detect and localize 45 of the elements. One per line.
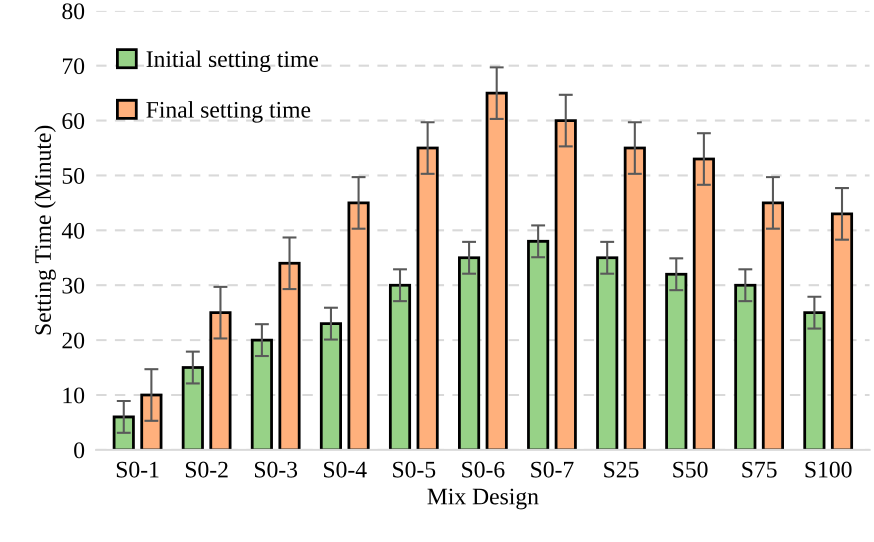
y-tick-label: 50 (62, 168, 84, 184)
y-tick-label: 30 (62, 278, 84, 294)
legend-label: Final setting time (146, 101, 310, 123)
bar (596, 256, 618, 450)
bar (209, 311, 232, 450)
bar (830, 212, 854, 450)
bar (140, 394, 162, 450)
bar (250, 338, 273, 450)
x-tick-label: S0-7 (531, 462, 574, 478)
bar (320, 322, 342, 450)
y-tick-label: 20 (62, 332, 84, 349)
x-tick-label: S0-3 (254, 462, 298, 478)
bar (348, 202, 370, 450)
x-tick-label: S100 (806, 462, 852, 478)
y-tick-label: 10 (63, 387, 84, 404)
bar (734, 284, 756, 450)
x-tick-label: S75 (742, 462, 777, 478)
x-tick-label: S0-4 (324, 462, 367, 478)
x-tick-label: S0-5 (393, 462, 436, 478)
bar (416, 146, 439, 450)
bar (554, 119, 577, 450)
bar (527, 240, 550, 450)
x-tick-label: S0-6 (462, 462, 504, 478)
bar (388, 284, 412, 450)
x-axis-title: Mix Design (427, 488, 539, 510)
bar (665, 272, 688, 450)
bar (458, 256, 480, 450)
bar (803, 311, 826, 450)
legend-label: Initial setting time (146, 50, 318, 72)
bar (624, 146, 646, 450)
bar (762, 202, 784, 450)
y-tick-label: 80 (62, 3, 84, 20)
bar (486, 92, 508, 450)
bar (278, 262, 301, 450)
bar (182, 366, 204, 450)
bar (692, 158, 715, 450)
y-tick-label: 0 (74, 442, 84, 458)
y-tick-label: 40 (62, 222, 84, 239)
x-tick-label: S0-1 (116, 462, 158, 478)
y-axis-title: Setting Time (Minute) (34, 126, 56, 334)
x-tick-label: S25 (604, 462, 638, 478)
x-tick-label: S50 (673, 462, 708, 478)
y-tick-label: 60 (62, 113, 84, 130)
x-tick-label: S0-2 (186, 462, 228, 478)
y-tick-label: 70 (62, 58, 84, 74)
